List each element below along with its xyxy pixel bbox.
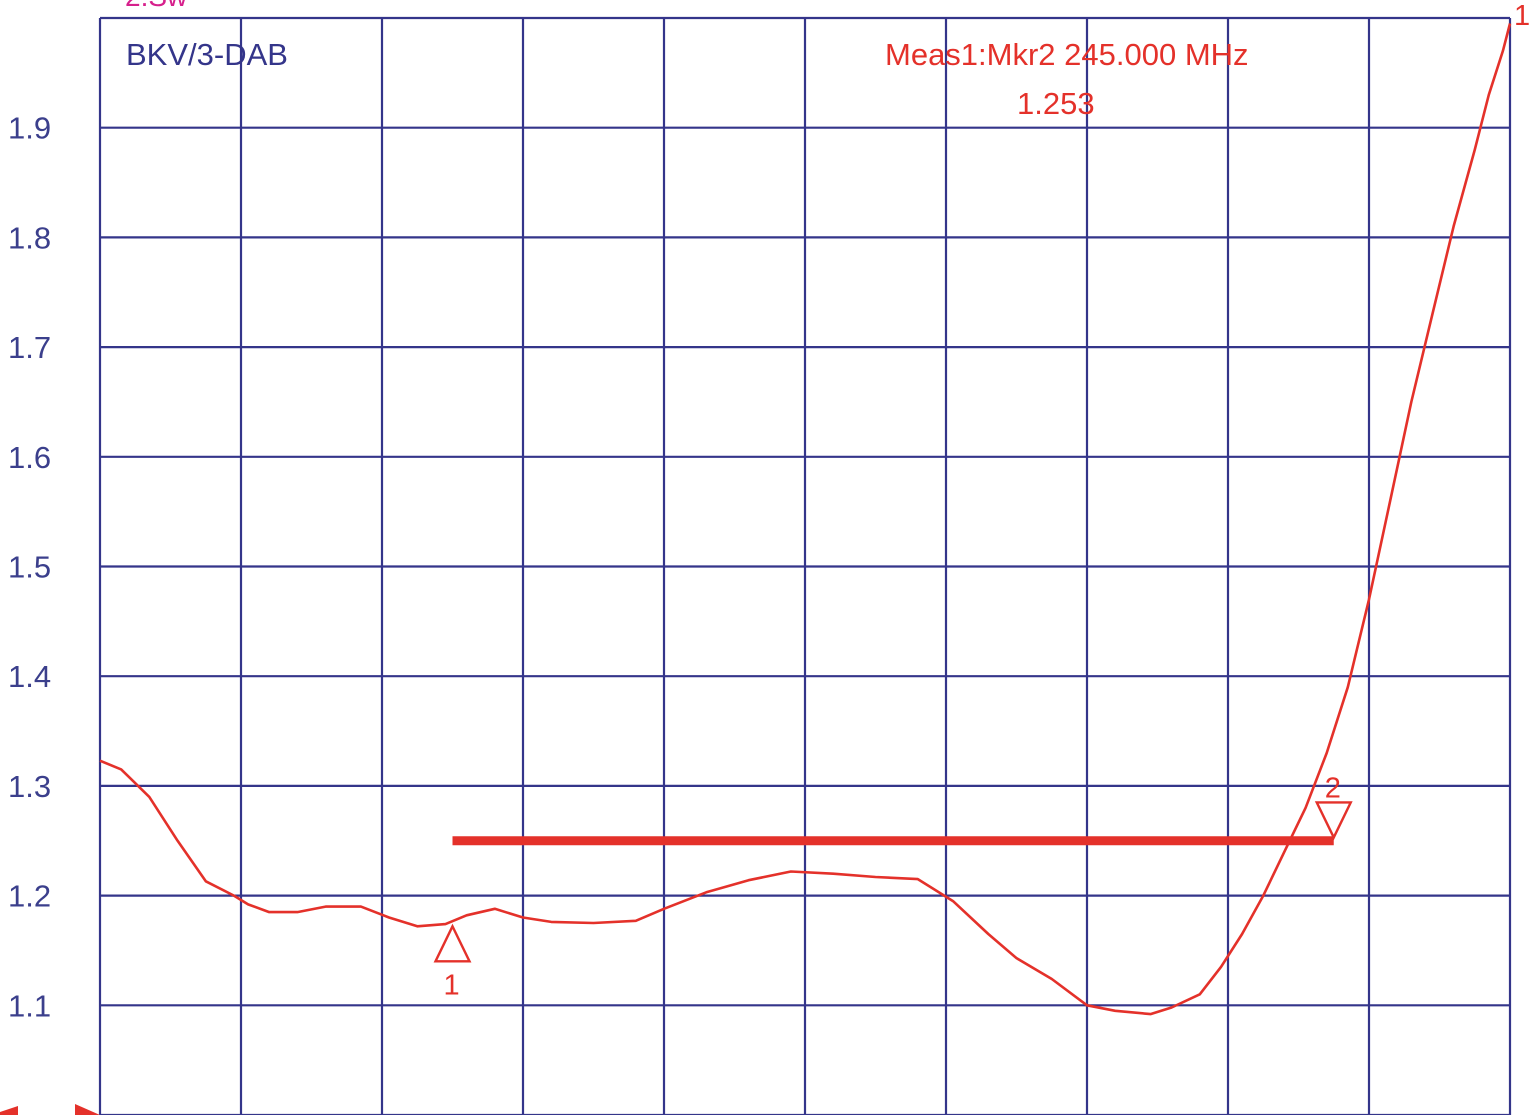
chart-grid [98,16,1512,1115]
y-tick-label: 1.9 [8,111,51,146]
y-tick-label: 1.7 [8,330,51,365]
markers: 12 [433,772,1353,1001]
marker-label: 1 [444,969,460,1001]
marker-triangle-down-icon [1314,801,1353,841]
marker-triangle-up-icon [433,923,472,963]
y-tick-label: 1.1 [8,988,51,1023]
reference-tick-icon [0,1106,18,1115]
y-tick-label: 1.4 [8,659,51,694]
marker-label: 2 [1325,772,1341,804]
y-tick-label: 1.6 [8,440,51,475]
y-tick-labels: 1.9 1.8 1.7 1.6 1.5 1.4 1.3 1.2 1.1 [8,111,51,1024]
trace-label: 2:Sw [125,0,188,12]
y-tick-label: 1.5 [8,550,51,585]
y-tick-label: 1.8 [8,220,51,255]
reference-arrow-icon [75,1104,100,1115]
y-tick-label: 1.3 [8,769,51,804]
marker-readout-line1: Meas1:Mkr2 245.000 MHz [885,37,1249,72]
trace-end-label: 1 [1514,0,1530,32]
y-tick-label: 1.2 [8,879,51,914]
marker-readout-line2: 1.253 [1017,86,1095,121]
device-label: BKV/3-DAB [126,37,288,72]
series-line [99,23,1512,1016]
